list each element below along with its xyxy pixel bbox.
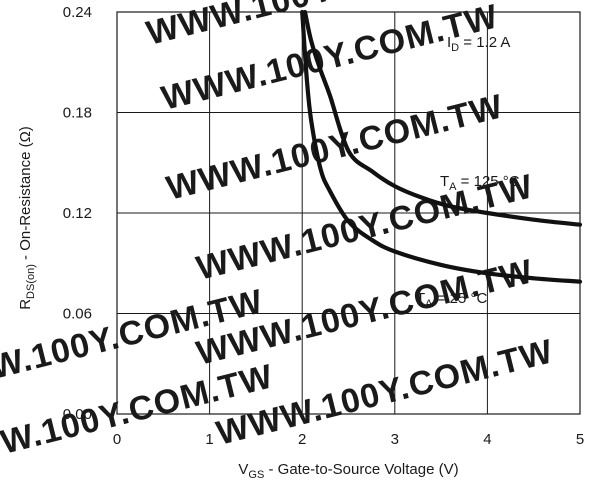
series-label-25c: TA = 25 °C <box>416 290 487 310</box>
y-axis-title: RDS(on) - On-Resistance (Ω) <box>17 126 37 310</box>
x-axis-title: VGS - Gate-to-Source Voltage (V) <box>238 461 458 481</box>
x-tick-label: 2 <box>298 431 306 448</box>
y-tick-label: 0.00 <box>63 406 92 423</box>
x-tick-label: 0 <box>113 431 121 448</box>
x-tick-label: 5 <box>576 431 584 448</box>
series-label-125c: TA = 125 °C <box>440 173 520 193</box>
x-tick-label: 3 <box>391 431 399 448</box>
x-tick-label: 4 <box>483 431 491 448</box>
y-tick-label: 0.06 <box>63 306 92 323</box>
x-axis-ticks: 0 1 2 3 4 5 <box>113 431 584 448</box>
series-line-125c <box>302 9 583 227</box>
y-tick-label: 0.18 <box>63 105 92 122</box>
y-tick-label: 0.24 <box>63 4 92 21</box>
y-axis-ticks: 0.00 0.06 0.12 0.18 0.24 <box>63 4 92 423</box>
y-tick-label: 0.12 <box>63 205 92 222</box>
plot-frame <box>116 11 581 415</box>
drain-current-label: ID = 1.2 A <box>447 34 510 54</box>
series-line-25c <box>300 9 583 284</box>
curves <box>300 9 583 284</box>
x-tick-label: 1 <box>205 431 213 448</box>
